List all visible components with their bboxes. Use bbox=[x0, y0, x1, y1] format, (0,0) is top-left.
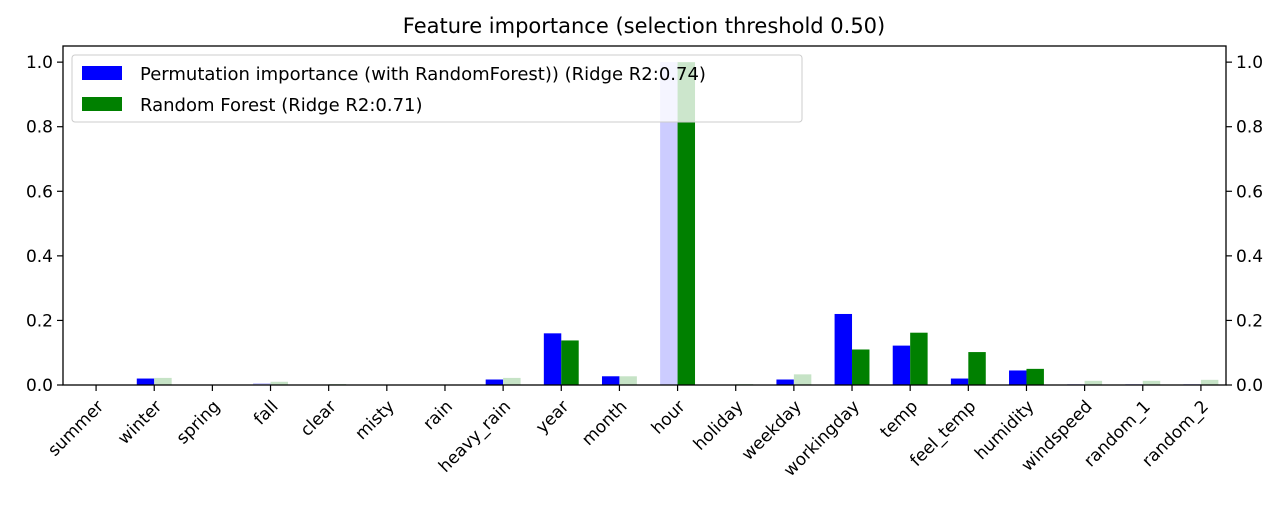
x-tick-label-temp: temp bbox=[877, 397, 923, 443]
y-tick-label-left: 1.0 bbox=[26, 53, 53, 73]
bar-permutation-temp bbox=[892, 345, 911, 385]
bar-permutation-fall bbox=[253, 383, 271, 385]
y-axis-left: 0.0 0.2 0.4 0.6 0.8 1.0 bbox=[26, 53, 63, 396]
y-tick-label-right: 0.0 bbox=[1236, 376, 1263, 396]
x-tick-label-hour: hour bbox=[648, 397, 690, 439]
bar-permutation-weekday bbox=[776, 379, 794, 385]
bar-random-forest-humidity bbox=[1026, 368, 1044, 385]
y-tick-label-right: 1.0 bbox=[1236, 53, 1263, 73]
x-tick-label-misty: misty bbox=[351, 397, 398, 444]
y-tick-label-right: 0.2 bbox=[1236, 311, 1263, 331]
y-tick-label-left: 0.0 bbox=[26, 376, 53, 396]
x-tick-label-spring: spring bbox=[173, 397, 225, 449]
x-axis: summer winter spring fall clear misty rainheav… bbox=[44, 385, 1213, 481]
legend-swatch-permutation bbox=[82, 66, 122, 80]
legend-label-random-forest: Random Forest (Ridge R2:0.71) bbox=[140, 95, 423, 116]
bar-random-forest-heavy_rain bbox=[503, 377, 521, 385]
legend-box bbox=[71, 54, 803, 123]
bar-permutation-heavy_rain bbox=[485, 379, 504, 385]
bar-random-forest-random_1 bbox=[1142, 380, 1161, 385]
y-axis-right: 0.0 0.2 0.4 0.6 0.8 1.0 bbox=[1226, 53, 1263, 396]
bar-random-forest-windspeed bbox=[1084, 380, 1103, 385]
bar-permutation-workingday bbox=[834, 313, 853, 385]
bar-random-forest-temp bbox=[910, 332, 928, 385]
bar-permutation-winter bbox=[136, 378, 155, 385]
y-tick-label-right: 0.4 bbox=[1236, 247, 1263, 267]
y-tick-label-left: 0.8 bbox=[26, 118, 53, 138]
bar-random-forest-winter bbox=[154, 377, 172, 385]
bar-permutation-feel_temp bbox=[950, 378, 969, 385]
x-tick-label-rain: rain bbox=[420, 397, 457, 434]
y-tick-label-left: 0.4 bbox=[26, 247, 53, 267]
bar-permutation-hour bbox=[660, 62, 678, 385]
plot-frame bbox=[62, 45, 1227, 386]
bar-random-forest-fall bbox=[270, 381, 288, 385]
bar-random-forest-workingday bbox=[852, 349, 870, 385]
y-tick-label-right: 0.6 bbox=[1236, 182, 1263, 202]
bar-random-forest-year bbox=[561, 340, 579, 385]
x-tick-label-summer: summer bbox=[44, 397, 108, 461]
x-tick-label-month: month bbox=[578, 397, 631, 450]
y-tick-label-right: 0.8 bbox=[1236, 118, 1263, 138]
x-tick-label-year: year bbox=[532, 397, 573, 438]
bar-permutation-humidity bbox=[1009, 370, 1027, 385]
legend-swatch-random-forest bbox=[82, 97, 122, 111]
y-tick-label-left: 0.2 bbox=[26, 311, 53, 331]
bar-permutation-month bbox=[601, 376, 620, 385]
bar-permutation-year bbox=[543, 333, 562, 385]
x-tick-label-winter: winter bbox=[114, 397, 166, 449]
bar-random-forest-month bbox=[619, 376, 637, 385]
y-tick-label-left: 0.6 bbox=[26, 182, 53, 202]
x-tick-label-clear: clear bbox=[297, 397, 341, 441]
bar-random-forest-random_2 bbox=[1200, 379, 1219, 385]
bar-random-forest-weekday bbox=[793, 374, 812, 385]
legend: Permutation importance (with RandomFores… bbox=[71, 54, 803, 123]
bar-random-forest-feel_temp bbox=[968, 352, 986, 385]
bar-random-forest-hour bbox=[677, 62, 696, 385]
x-tick-label-holiday: holiday bbox=[690, 397, 748, 455]
chart-title: Feature importance (selection threshold … bbox=[403, 14, 885, 38]
legend-label-permutation: Permutation importance (with RandomFores… bbox=[140, 64, 706, 85]
x-tick-label-fall: fall bbox=[250, 397, 282, 429]
